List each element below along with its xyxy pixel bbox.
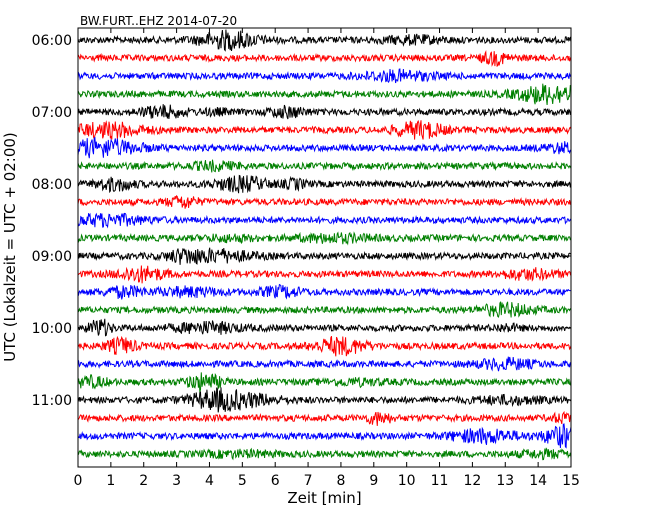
trace-1115 xyxy=(77,410,572,426)
y-tick-label: 08:00 xyxy=(32,177,72,193)
trace-0730 xyxy=(77,136,571,159)
x-tick-label: 2 xyxy=(139,473,148,489)
trace-0815 xyxy=(77,194,572,209)
x-axis-label: Zeit [min] xyxy=(287,489,361,507)
x-tick-label: 15 xyxy=(562,473,580,489)
x-tick-label: 0 xyxy=(74,473,83,489)
trace-1000 xyxy=(77,318,572,337)
x-tick-label: 14 xyxy=(529,473,547,489)
plot-frame xyxy=(77,27,572,468)
y-axis-label: UTC (Lokalzeit = UTC + 02:00) xyxy=(1,132,19,362)
seismic-traces xyxy=(77,29,572,461)
y-axis-ticks: 06:00 07:00 08:00 09:00 10:00 11:00 xyxy=(32,33,571,409)
y-tick-label: 10:00 xyxy=(32,321,72,337)
y-tick-label: 09:00 xyxy=(32,249,72,265)
trace-1130 xyxy=(77,423,572,449)
trace-1030 xyxy=(77,356,572,372)
x-tick-label: 1 xyxy=(106,473,115,489)
trace-1015 xyxy=(77,335,572,357)
trace-0715 xyxy=(77,119,572,141)
trace-0915 xyxy=(77,265,572,284)
trace-0745 xyxy=(77,159,572,173)
trace-0930 xyxy=(77,283,572,300)
trace-1045 xyxy=(77,372,572,394)
trace-0830 xyxy=(77,212,572,229)
trace-0845 xyxy=(77,231,572,246)
x-tick-label: 7 xyxy=(304,473,313,489)
x-tick-label: 9 xyxy=(369,473,378,489)
trace-1145 xyxy=(77,447,572,461)
y-tick-label: 06:00 xyxy=(32,33,72,49)
x-tick-label: 10 xyxy=(398,473,416,489)
trace-0700 xyxy=(77,104,572,120)
x-axis-ticks: 0 1 2 3 4 5 6 7 8 9 10 11 12 13 14 15 xyxy=(74,28,580,489)
x-tick-label: 3 xyxy=(172,473,181,489)
x-tick-label: 12 xyxy=(463,473,481,489)
trace-0945 xyxy=(77,300,572,318)
x-tick-label: 13 xyxy=(496,473,514,489)
y-tick-label: 07:00 xyxy=(32,105,72,121)
trace-0615 xyxy=(77,49,572,68)
x-tick-label: 4 xyxy=(205,473,214,489)
y-tick-label: 11:00 xyxy=(32,393,72,409)
x-tick-label: 6 xyxy=(271,473,280,489)
trace-0600 xyxy=(77,29,572,52)
trace-0900 xyxy=(77,247,572,265)
x-tick-label: 8 xyxy=(336,473,345,489)
trace-0800 xyxy=(77,174,572,194)
trace-1100 xyxy=(77,387,572,413)
x-tick-label: 5 xyxy=(238,473,247,489)
trace-0645 xyxy=(77,83,572,106)
chart-title: BW.FURT..EHZ 2014-07-20 xyxy=(80,14,237,28)
trace-0630 xyxy=(77,68,572,84)
x-tick-label: 11 xyxy=(431,473,449,489)
